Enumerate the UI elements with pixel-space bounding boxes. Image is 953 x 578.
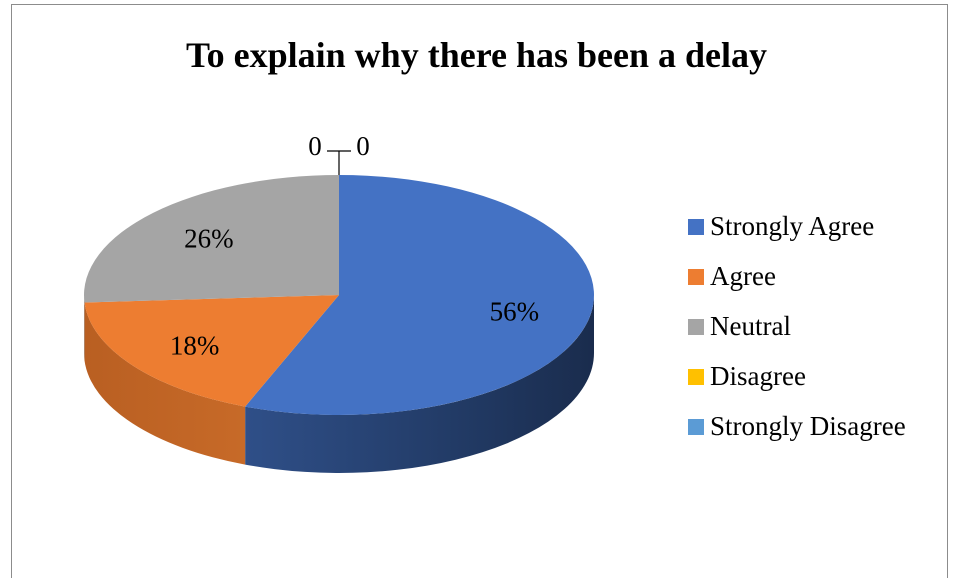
chart-title: To explain why there has been a delay <box>185 35 768 75</box>
legend-label-neutral: Neutral <box>710 311 791 341</box>
pie-side-neutral <box>84 295 85 361</box>
data-label-agree: 18% <box>170 330 220 360</box>
pie-side-agree <box>84 302 246 465</box>
legend-swatch-disagree <box>688 369 704 385</box>
legend-swatch-neutral <box>688 319 704 335</box>
legend-swatch-agree <box>688 269 704 285</box>
zero-leader-lines <box>327 150 351 175</box>
pie-side-strongly-agree <box>245 295 595 474</box>
legend-swatch-strongly-agree <box>688 219 704 235</box>
legend-label-disagree: Disagree <box>710 361 806 391</box>
data-label-disagree: 0 <box>308 131 322 161</box>
legend-swatch-strongly-disagree <box>688 419 704 435</box>
data-label-neutral: 26% <box>184 223 234 253</box>
data-label-strongly-disagree: 0 <box>356 131 370 161</box>
legend-label-strongly-agree: Strongly Agree <box>710 211 874 241</box>
pie-slice-strongly-agree <box>245 175 594 415</box>
legend-label-strongly-disagree: Strongly Disagree <box>710 411 906 441</box>
data-label-strongly-agree: 56% <box>490 297 540 327</box>
legend-label-agree: Agree <box>710 261 776 291</box>
pie-slice-neutral <box>84 175 339 303</box>
pie-slice-agree <box>84 295 340 407</box>
